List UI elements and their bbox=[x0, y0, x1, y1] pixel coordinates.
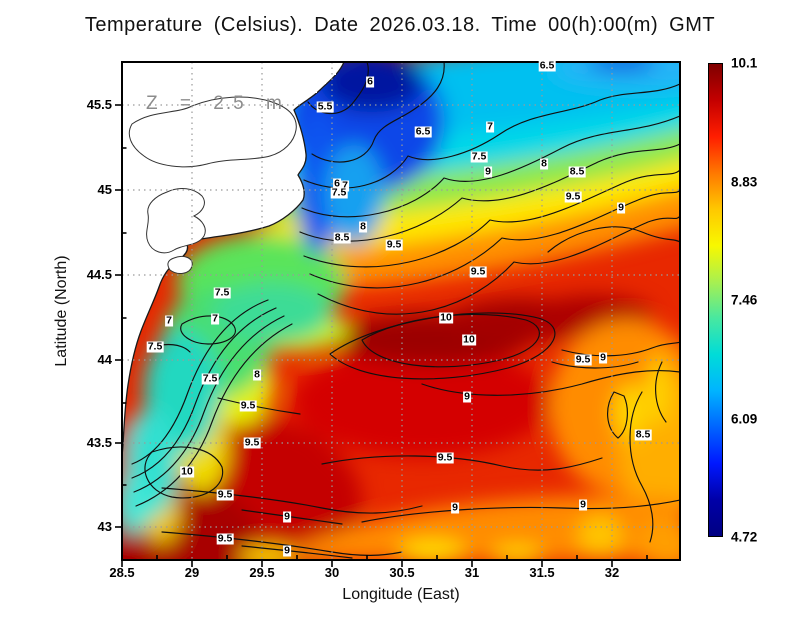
contour-label: 9 bbox=[283, 544, 291, 557]
contour-label: 9 bbox=[451, 501, 459, 514]
x-tick-label: 28.5 bbox=[109, 565, 135, 580]
lagoon-outlines bbox=[128, 96, 297, 274]
graticule bbox=[122, 62, 680, 560]
contour-label: 7.5 bbox=[330, 186, 348, 199]
colorbar bbox=[708, 63, 723, 537]
contour-label: 9.5 bbox=[385, 238, 403, 251]
contour-label: 7.5 bbox=[470, 150, 488, 163]
x-tick-label: 29.5 bbox=[249, 565, 275, 580]
contour-label: 9 bbox=[484, 165, 492, 178]
y-tick-label: 44 bbox=[97, 352, 112, 367]
contour-label: 7 bbox=[341, 179, 349, 192]
contour-label: 8.5 bbox=[568, 165, 586, 178]
x-tick-label: 32 bbox=[604, 565, 620, 580]
y-axis-title: Latitude (North) bbox=[53, 255, 70, 367]
contour-label: 6.5 bbox=[414, 125, 432, 138]
plot-frame bbox=[121, 61, 681, 561]
colorbar-tick-label: 8.83 bbox=[731, 174, 758, 189]
contour-label: 6 bbox=[366, 75, 374, 88]
contour-label: 6 bbox=[333, 177, 341, 190]
colorbar-tick-label: 10.1 bbox=[731, 55, 758, 71]
y-tick-label: 44.5 bbox=[86, 267, 112, 282]
contour-label: 7.5 bbox=[201, 372, 219, 385]
x-tick-label: 30 bbox=[324, 565, 340, 580]
contour-label: 7.5 bbox=[213, 286, 231, 299]
contour-label: 9.5 bbox=[239, 399, 257, 412]
coast-pixel bbox=[319, 77, 326, 84]
contour-label: 5.5 bbox=[316, 100, 334, 113]
x-tick-label: 29 bbox=[184, 565, 200, 580]
contour-label: 8 bbox=[359, 220, 367, 233]
y-tick-label: 45 bbox=[97, 182, 112, 197]
contour-label: 7 bbox=[165, 314, 173, 327]
depth-annotation: Z = 2.5 m bbox=[146, 93, 284, 114]
contour-label: 8 bbox=[253, 368, 261, 381]
chart-title: Temperature (Celsius). Date 2026.03.18. … bbox=[84, 14, 716, 36]
map-plot-area: Z = 2.5 m 5.5 6 6.5 6.5 7 7.5 8 9 8.5 9.5 9 6 7 7.5 8 8… bbox=[115, 59, 681, 567]
y-tick-label: 43.5 bbox=[86, 435, 112, 450]
y-tick-label: 43 bbox=[97, 519, 112, 534]
contour-label: 7 bbox=[486, 120, 494, 133]
temperature-map bbox=[115, 61, 681, 567]
contour-label: 10 bbox=[439, 311, 453, 324]
coast-pixel bbox=[328, 67, 336, 75]
x-tick-label: 31.5 bbox=[529, 565, 555, 580]
contour-label: 9 bbox=[579, 498, 587, 511]
contour-label: 6.5 bbox=[538, 59, 556, 72]
contour-label: 9.5 bbox=[574, 353, 592, 366]
coast-pixel bbox=[311, 87, 317, 93]
contour-label: 7 bbox=[211, 312, 219, 325]
x-axis-title: Longitude (East) bbox=[342, 586, 460, 603]
contour-label: 9.5 bbox=[469, 265, 487, 278]
contour-label: 9 bbox=[617, 201, 625, 214]
contour-label: 10 bbox=[462, 333, 476, 346]
contour-lines bbox=[131, 62, 680, 559]
x-tick-label: 31 bbox=[464, 565, 480, 580]
land-mass bbox=[122, 62, 345, 458]
contour-label: 9.5 bbox=[564, 190, 582, 203]
contour-label: 8.5 bbox=[333, 231, 351, 244]
contour-label: 7.5 bbox=[146, 340, 164, 353]
contour-label: 9 bbox=[283, 510, 291, 523]
axis-ticks bbox=[115, 104, 648, 567]
contour-label: 9.5 bbox=[243, 436, 261, 449]
contour-label: 9.5 bbox=[216, 488, 234, 501]
contour-label: 10 bbox=[180, 465, 194, 478]
contour-label: 8.5 bbox=[634, 428, 652, 441]
contour-label: 9.5 bbox=[436, 451, 454, 464]
colorbar-tick-label: 7.46 bbox=[731, 292, 758, 308]
y-tick-label: 45.5 bbox=[86, 97, 112, 112]
colorbar-tick-label: 4.72 bbox=[731, 529, 758, 545]
contour-label: 8 bbox=[540, 157, 548, 170]
contour-label: 9 bbox=[463, 390, 471, 403]
contour-label: 9.5 bbox=[216, 532, 234, 545]
contour-label: 9 bbox=[599, 351, 607, 364]
colorbar-tick-label: 6.09 bbox=[731, 411, 758, 426]
x-tick-label: 30.5 bbox=[389, 565, 415, 580]
